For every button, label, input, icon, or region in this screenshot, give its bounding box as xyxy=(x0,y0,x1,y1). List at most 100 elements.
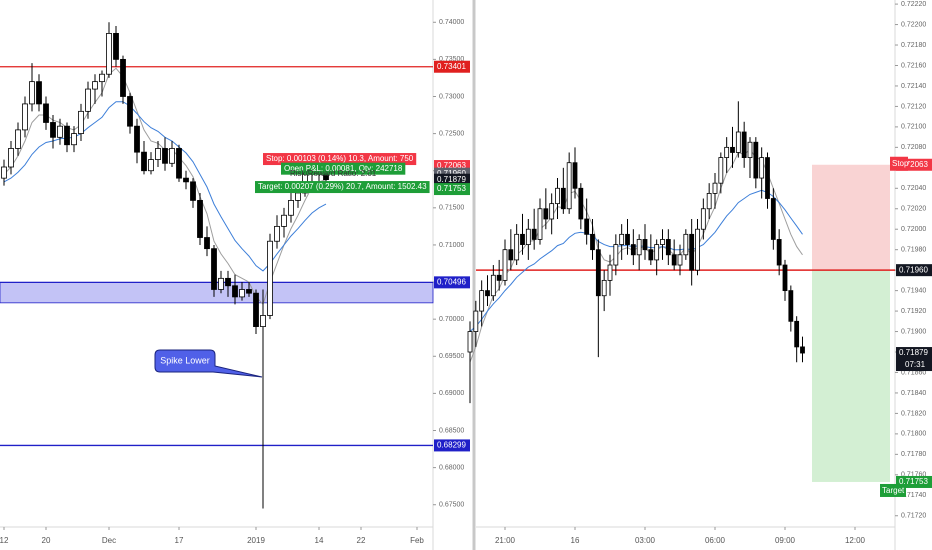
candle-body xyxy=(706,193,712,210)
position-text-box xyxy=(263,153,417,166)
x-tick-label: 21:00 xyxy=(495,536,516,545)
candle-body xyxy=(246,289,252,294)
price-label: 0.71960 xyxy=(437,169,466,178)
stop-tag: Stop xyxy=(892,159,909,168)
candle-body xyxy=(50,122,56,138)
candle-body xyxy=(514,233,520,261)
x-tick-label: Dec xyxy=(102,536,116,545)
candle-body xyxy=(490,274,496,297)
x-tick-label: 06:00 xyxy=(705,536,726,545)
candle-body xyxy=(549,203,555,220)
candle-body xyxy=(127,96,133,127)
price-label-box xyxy=(896,264,932,277)
y-tick-label: 0.72140 xyxy=(901,83,926,90)
candle-body xyxy=(183,177,189,183)
y-tick-label: 0.74000 xyxy=(439,19,464,26)
candle-body xyxy=(700,208,706,230)
candle-body xyxy=(211,248,217,290)
y-tick-label: 0.71860 xyxy=(901,369,926,376)
stop-zone xyxy=(812,164,890,271)
x-tick-label: 14 xyxy=(315,536,324,545)
y-tick-label: 0.71720 xyxy=(901,513,926,520)
candle-body xyxy=(590,233,595,251)
candle-body xyxy=(560,187,566,210)
y-tick-label: 0.72180 xyxy=(901,42,926,49)
y-tick-label: 0.73500 xyxy=(439,56,464,63)
x-tick-label: 09:00 xyxy=(775,536,796,545)
candle-body xyxy=(800,346,805,354)
candle-body xyxy=(29,81,35,105)
candle-body xyxy=(274,225,280,242)
price-label: 0.71879 xyxy=(899,348,928,357)
countdown: 07:31 xyxy=(905,360,926,369)
y-tick-label: 0.68500 xyxy=(439,427,464,434)
y-tick-label: 0.71940 xyxy=(901,287,926,294)
candle-body xyxy=(57,125,63,138)
candle-body xyxy=(197,200,203,238)
spike-callout: Spike Lower xyxy=(154,349,263,378)
candle-body xyxy=(479,290,485,312)
x-tick-label: 03:00 xyxy=(635,536,656,545)
y-tick-label: 0.71980 xyxy=(901,247,926,254)
candle-body xyxy=(36,81,42,105)
candle-body xyxy=(578,187,584,220)
candle-body xyxy=(155,148,161,160)
candle-body xyxy=(141,151,147,172)
candle-body xyxy=(630,244,636,256)
candle-body xyxy=(648,249,654,261)
candle-body xyxy=(218,277,224,290)
moving-average xyxy=(469,189,803,332)
price-label: 0.71753 xyxy=(899,477,928,486)
y-tick-label: 0.72040 xyxy=(901,185,926,192)
candle-body xyxy=(537,208,543,240)
price-label: 0.71960 xyxy=(899,265,928,274)
callout-shape xyxy=(154,349,263,378)
candle-body xyxy=(531,228,537,240)
candle-body xyxy=(253,292,259,327)
callout-text: Spike Lower xyxy=(160,355,210,365)
candle-body xyxy=(712,182,718,194)
candle-body xyxy=(120,58,126,97)
price-label-box xyxy=(434,60,470,73)
y-tick-label: 0.72160 xyxy=(901,62,926,69)
candle-body xyxy=(520,233,525,245)
y-tick-label: 0.71500 xyxy=(439,205,464,212)
y-tick-label: 0.71800 xyxy=(901,431,926,438)
y-tick-label: 0.72200 xyxy=(901,21,926,28)
x-tick-label: 12:00 xyxy=(845,536,866,545)
candle-body xyxy=(794,320,800,348)
y-tick-label: 0.72000 xyxy=(901,226,926,233)
candle-body xyxy=(741,131,747,158)
candle-body xyxy=(225,277,231,287)
y-tick-label: 0.71780 xyxy=(901,451,926,458)
x-tick-label: 2019 xyxy=(247,536,265,545)
candle-body xyxy=(613,244,619,266)
y-tick-label: 0.68000 xyxy=(439,464,464,471)
candle-body xyxy=(689,233,695,271)
candle-body xyxy=(113,33,119,60)
candle-body xyxy=(555,187,560,205)
x-tick-label: 17 xyxy=(175,536,184,545)
y-tick-label: 0.70000 xyxy=(439,316,464,323)
candle-body xyxy=(239,289,245,298)
candle-body xyxy=(543,208,549,220)
candle-body xyxy=(148,159,154,172)
target-tag-box xyxy=(880,483,906,497)
candle-body xyxy=(162,148,168,164)
candle-body xyxy=(508,249,514,261)
target-tag: Target xyxy=(882,486,905,495)
y-tick-label: 0.72100 xyxy=(901,124,926,131)
candle-body xyxy=(636,239,642,256)
candle-body xyxy=(747,141,753,158)
price-label-box xyxy=(434,183,470,196)
candle-body xyxy=(190,181,196,201)
x-tick-label: Feb xyxy=(410,536,424,545)
candle-body xyxy=(730,146,735,153)
candle-body xyxy=(595,249,601,297)
y-tick-label: 0.67500 xyxy=(439,502,464,509)
candle-body xyxy=(134,125,140,153)
candle-body xyxy=(665,239,671,256)
x-tick-label: 20 xyxy=(42,536,51,545)
position-text: Stop: 0.00103 (0.14%) 10.3, Amount: 750 xyxy=(266,154,414,163)
